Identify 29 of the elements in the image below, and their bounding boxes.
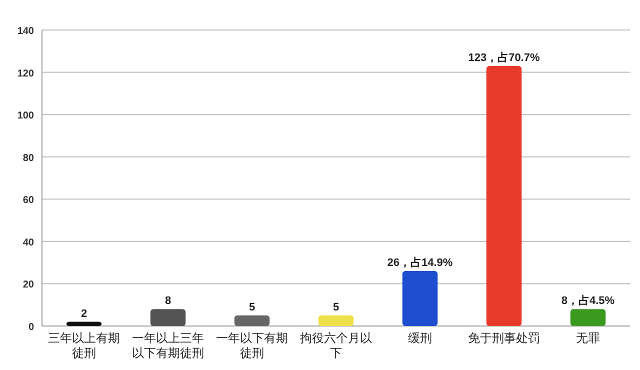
bar bbox=[66, 322, 102, 326]
data-label: 123，占70.7% bbox=[468, 50, 540, 64]
x-tick-label: 三年以上有期徒刑 bbox=[48, 331, 120, 360]
y-tick-label: 100 bbox=[17, 110, 34, 122]
data-label: 8 bbox=[164, 295, 172, 308]
x-tick-label: 拘役六个月以下 bbox=[300, 331, 372, 360]
data-label: 5 bbox=[332, 301, 340, 314]
bar bbox=[570, 309, 606, 326]
y-tick-label: 80 bbox=[22, 152, 34, 164]
data-label: 5 bbox=[248, 301, 256, 314]
data-label: 26，占14.9% bbox=[387, 256, 453, 270]
x-tick-label: 免于刑事处罚 bbox=[468, 331, 540, 345]
x-tick-label: 缓刑 bbox=[408, 331, 432, 345]
y-tick-label: 140 bbox=[17, 26, 34, 37]
bar bbox=[234, 315, 270, 326]
y-tick-label: 20 bbox=[22, 280, 34, 291]
data-label: 8，占4.5% bbox=[561, 294, 615, 308]
x-tick-label: 一年以下有期徒刑 bbox=[216, 331, 288, 360]
y-tick-label: 60 bbox=[22, 195, 34, 206]
bar bbox=[402, 271, 438, 326]
y-tick-label: 120 bbox=[17, 68, 34, 80]
bar bbox=[150, 309, 186, 326]
data-label: 2 bbox=[80, 308, 88, 320]
x-tick-label: 无罪 bbox=[576, 331, 600, 345]
bar bbox=[318, 315, 354, 326]
bar bbox=[486, 66, 522, 326]
x-tick-label: 一年以上三年以下有期徒刑 bbox=[132, 331, 204, 360]
y-tick-label: 40 bbox=[22, 237, 34, 248]
y-tick-label: 0 bbox=[28, 322, 34, 333]
